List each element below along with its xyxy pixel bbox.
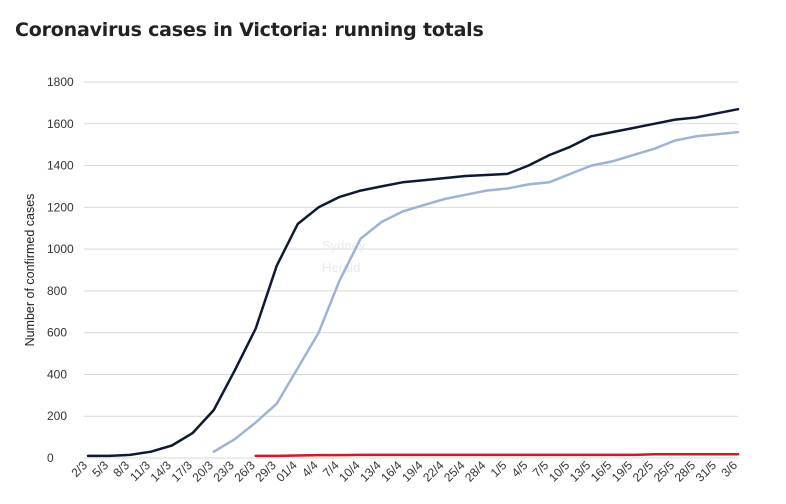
y-tick-label: 1400 (47, 159, 74, 173)
x-tick-label: 25/4 (441, 458, 468, 485)
x-tick-label: 20/3 (190, 458, 217, 485)
x-tick-label: 28/4 (462, 458, 489, 485)
x-tick-label: 16/4 (378, 458, 405, 485)
y-tick-label: 1600 (47, 117, 74, 131)
x-tick-label: 22/4 (420, 458, 447, 485)
chart-title: Coronavirus cases in Victoria: running t… (15, 19, 484, 41)
x-tick-label: 13/5 (567, 458, 594, 485)
series-line-2 (212, 130, 740, 453)
watermark-logo-sub: Herald (322, 260, 360, 275)
x-tick-label: 31/5 (693, 458, 720, 485)
x-tick-label: 17/3 (169, 458, 196, 485)
series-lines (86, 107, 740, 458)
y-tick-label: 1800 (47, 75, 74, 89)
y-tick-label: 800 (47, 284, 67, 298)
x-tick-label: 11/3 (127, 458, 153, 484)
x-tick-label: 2/3 (68, 458, 90, 480)
x-tick-label: 22/5 (630, 458, 657, 485)
x-tick-label: 4/4 (299, 458, 321, 480)
x-tick-label: 01/4 (273, 458, 300, 485)
y-axis-ticks: 0 200 400 600 800 1000 1200 1400 1600 1800 (47, 75, 74, 465)
x-axis-ticks: 2/3 5/3 8/311/314/317/320/323/326/329/301/… (68, 458, 740, 485)
x-tick-label: 13/4 (357, 458, 384, 485)
series-line-3 (254, 452, 740, 458)
y-tick-label: 400 (47, 367, 67, 381)
x-tick-label: 3/6 (718, 458, 740, 480)
y-tick-label: 1000 (47, 242, 74, 256)
x-tick-label: 10/5 (546, 458, 573, 485)
x-tick-label: 5/3 (89, 458, 111, 480)
x-tick-label: 23/3 (210, 458, 237, 485)
x-tick-label: 4/5 (509, 458, 531, 480)
x-tick-label: 26/3 (231, 458, 258, 485)
x-tick-label: 25/5 (651, 458, 678, 485)
x-tick-label: 29/3 (252, 458, 279, 485)
x-tick-label: 19/4 (399, 458, 426, 485)
x-tick-label: 14/3 (148, 458, 175, 485)
x-tick-label: 16/5 (588, 458, 615, 485)
x-tick-label: 19/5 (609, 458, 636, 485)
x-tick-label: 28/5 (672, 458, 699, 485)
series-line-1 (86, 107, 740, 458)
y-tick-label: 600 (47, 326, 67, 340)
y-tick-label: 200 (47, 409, 67, 423)
y-tick-label: 1200 (47, 200, 74, 214)
x-tick-label: 10/4 (336, 458, 363, 485)
x-tick-label: 1/5 (488, 458, 510, 480)
y-tick-label: 0 (47, 451, 54, 465)
y-axis-label: Number of confirmed cases (23, 194, 37, 347)
gridlines (84, 81, 738, 459)
